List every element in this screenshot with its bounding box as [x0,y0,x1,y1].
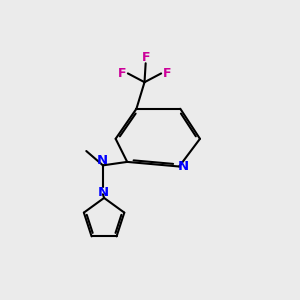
Text: F: F [141,51,150,64]
Text: F: F [118,67,126,80]
Text: N: N [97,154,108,167]
Text: N: N [98,186,109,199]
Text: F: F [163,67,171,80]
Text: N: N [178,160,189,173]
